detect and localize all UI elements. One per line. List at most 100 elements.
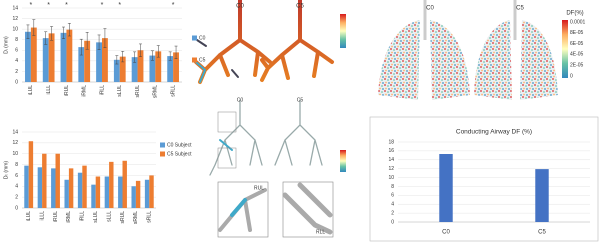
bar	[66, 29, 73, 82]
error-bar	[103, 28, 107, 48]
significance-marker: *	[47, 2, 50, 9]
bar	[122, 160, 127, 208]
bar	[109, 161, 114, 208]
y-axis-label: Dₜ (mm)	[3, 161, 9, 179]
y-tick-label: 10	[388, 175, 394, 181]
error-bar	[138, 43, 142, 57]
error-bar	[174, 45, 178, 59]
error-bar	[168, 51, 172, 61]
bar	[30, 27, 37, 82]
colorbar-tick: 0.0001	[570, 19, 586, 25]
colorbar-tick: 4E-05	[570, 52, 584, 58]
y-tick-label: 8	[15, 162, 18, 168]
colorbar-tick: 8E-05	[570, 30, 584, 36]
bar	[24, 165, 29, 208]
bar	[60, 32, 67, 82]
error-bar	[115, 55, 119, 65]
error-bar	[156, 45, 160, 58]
bar	[64, 179, 69, 208]
y-tick-label: 14	[12, 5, 18, 11]
x-tick-label: iLLL	[39, 211, 45, 221]
bar	[84, 40, 91, 82]
bar	[167, 56, 174, 82]
y-tick-label: 0	[391, 219, 394, 225]
y-tick-label: 2	[391, 210, 394, 216]
y-tick-label: 4	[15, 58, 18, 64]
y-tick-label: 4	[15, 184, 18, 190]
y-tick-label: 14	[388, 157, 394, 163]
x-tick-label: iLUL	[28, 85, 34, 96]
bar	[91, 184, 96, 208]
chart-frame	[369, 116, 599, 242]
y-tick-label: 8	[15, 37, 18, 43]
x-tick-label: C0	[442, 230, 450, 236]
x-tick-label: iRML	[82, 85, 88, 97]
legend-label: C5 Subject	[167, 151, 192, 157]
error-bar	[79, 38, 83, 56]
x-tick-label: sRUL	[135, 85, 141, 98]
y-tick-label: 2	[15, 69, 18, 75]
colorbar-title: DF(%)	[566, 11, 583, 17]
bar	[77, 172, 83, 208]
y-tick-label: 18	[388, 139, 394, 145]
x-tick-label: sRLL	[170, 85, 176, 97]
image-label: C0	[237, 97, 244, 103]
bar	[439, 154, 453, 222]
bar	[37, 167, 43, 208]
x-tick-label: iLLL	[46, 85, 52, 95]
x-tick-label: sLLL	[106, 211, 112, 222]
y-tick-label: 0	[15, 79, 18, 85]
y-tick-label: 6	[391, 193, 394, 199]
error-bar	[26, 24, 30, 39]
y-tick-label: 14	[12, 129, 18, 135]
colorbar-tick: 2E-05	[570, 63, 584, 69]
colorbar-tick: 6E-05	[570, 41, 584, 47]
bar	[48, 33, 55, 82]
bar	[155, 51, 162, 82]
bar	[173, 52, 179, 82]
chart-title: Conducting Airway DF (%)	[456, 129, 532, 136]
y-tick-label: 8	[391, 184, 394, 190]
bar	[78, 47, 85, 82]
error-bar	[97, 34, 101, 51]
y-tick-label: 12	[388, 166, 394, 172]
legend-label: C5	[199, 57, 206, 63]
y-tick-label: 12	[12, 140, 18, 146]
bar	[28, 141, 34, 208]
bar	[144, 179, 150, 208]
bar	[149, 55, 156, 82]
error-bar	[85, 32, 89, 50]
bar	[104, 176, 110, 208]
legend-swatch	[160, 142, 165, 148]
bar	[113, 59, 120, 82]
x-tick-label: iLUL	[26, 211, 32, 222]
bar	[149, 175, 154, 208]
y-axis-label: Dᵢ (mm)	[3, 36, 9, 54]
x-tick-label: iRML	[66, 211, 72, 223]
bar	[25, 31, 31, 83]
bar	[119, 56, 126, 82]
bar	[137, 50, 144, 82]
x-tick-label: C5	[538, 230, 546, 236]
x-tick-label: iRUL	[53, 211, 59, 222]
image-label: C5	[297, 97, 304, 103]
bar	[131, 57, 138, 82]
bar	[535, 169, 549, 222]
bar	[95, 176, 101, 208]
legend-swatch	[192, 35, 197, 41]
x-tick-label: iRLL	[80, 211, 86, 222]
bar	[51, 168, 56, 208]
airway-images: C0 C5 C0 C5 RUL RLL	[194, 0, 346, 238]
legend-swatch	[192, 57, 197, 63]
bar	[55, 153, 60, 208]
bar	[42, 38, 49, 82]
error-bar	[50, 26, 54, 41]
significance-marker: *	[172, 2, 175, 9]
image-label: RLL	[316, 229, 325, 235]
image-label: C0	[236, 4, 244, 10]
bar	[135, 180, 141, 208]
image-label: C0	[426, 6, 434, 12]
error-bar	[32, 19, 36, 36]
y-tick-label: 16	[388, 148, 394, 154]
